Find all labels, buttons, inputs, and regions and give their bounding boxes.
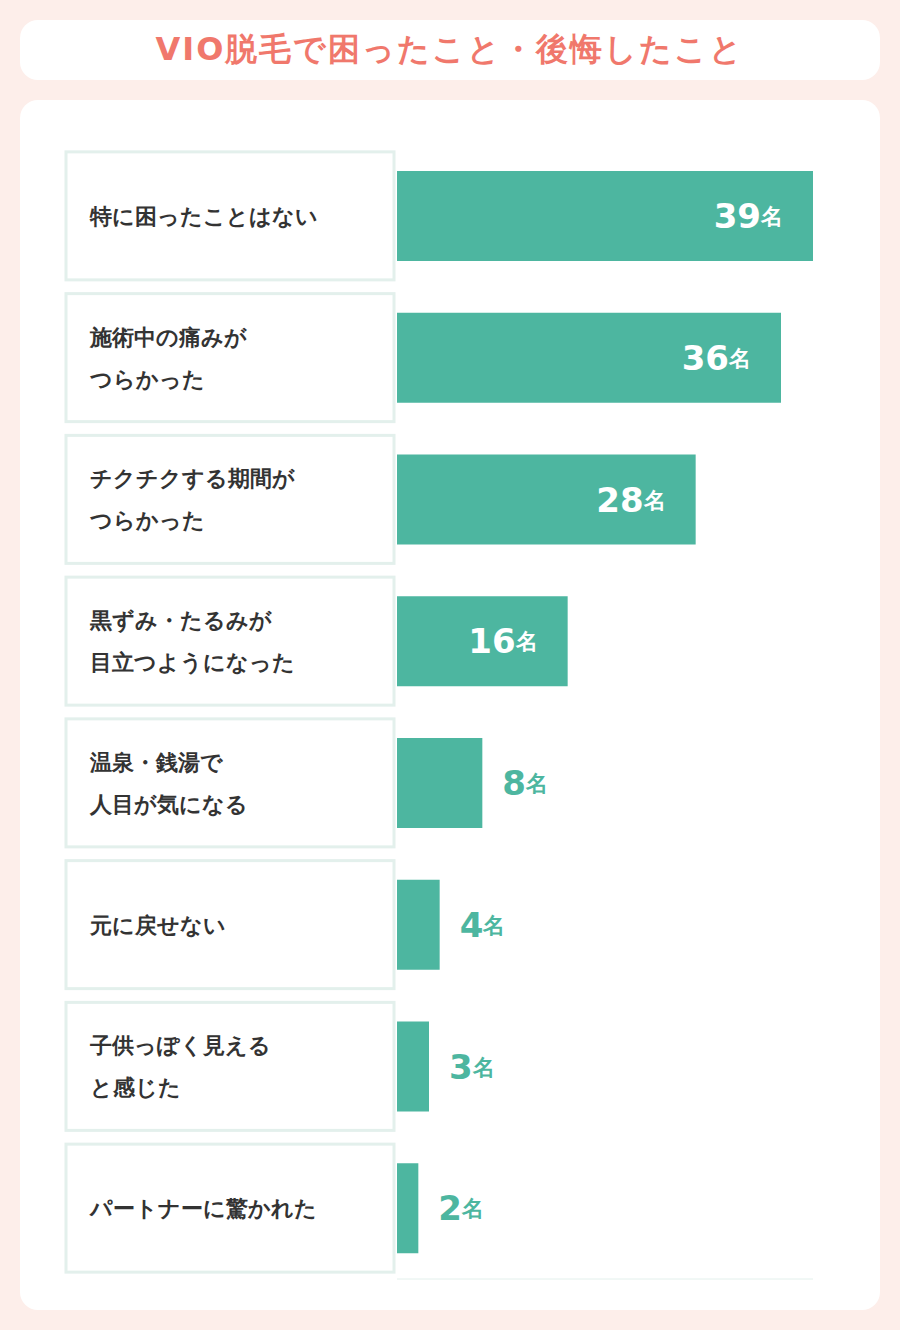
html-text:VIO脱毛で困ったこと・後悔したこと: VIO脱毛で困ったこと・後悔したこと xyxy=(155,30,745,68)
svg-text:特に困ったことはない: 特に困ったことはない xyxy=(89,203,318,228)
svg-text:元に戻せない: 元に戻せない xyxy=(89,912,226,937)
svg-text:36名: 36名 xyxy=(682,338,751,378)
svg-text:子供っぽく見えると感じた: 子供っぽく見えると感じた xyxy=(89,1033,271,1100)
svg-text:パートナーに驚かれた: パートナーに驚かれた xyxy=(89,1196,317,1221)
svg-text:28名: 28名 xyxy=(596,480,665,520)
svg-text:3名: 3名 xyxy=(449,1047,495,1087)
svg-text:チクチクする期間がつらかった: チクチクする期間がつらかった xyxy=(90,466,295,533)
svg-text:16名: 16名 xyxy=(468,621,537,661)
svg-text:8名: 8名 xyxy=(502,763,548,803)
svg-text:温泉・銭湯で人目が気になる: 温泉・銭湯で人目が気になる xyxy=(89,749,248,816)
svg-text:39名: 39名 xyxy=(714,196,783,236)
svg-text:4名: 4名 xyxy=(460,905,506,945)
svg-text:2名: 2名 xyxy=(438,1188,484,1228)
svg-text:黒ずみ・たるみが目立つようになった: 黒ずみ・たるみが目立つようになった xyxy=(89,608,295,675)
svg-text:施術中の痛みがつらかった: 施術中の痛みがつらかった xyxy=(89,324,247,391)
